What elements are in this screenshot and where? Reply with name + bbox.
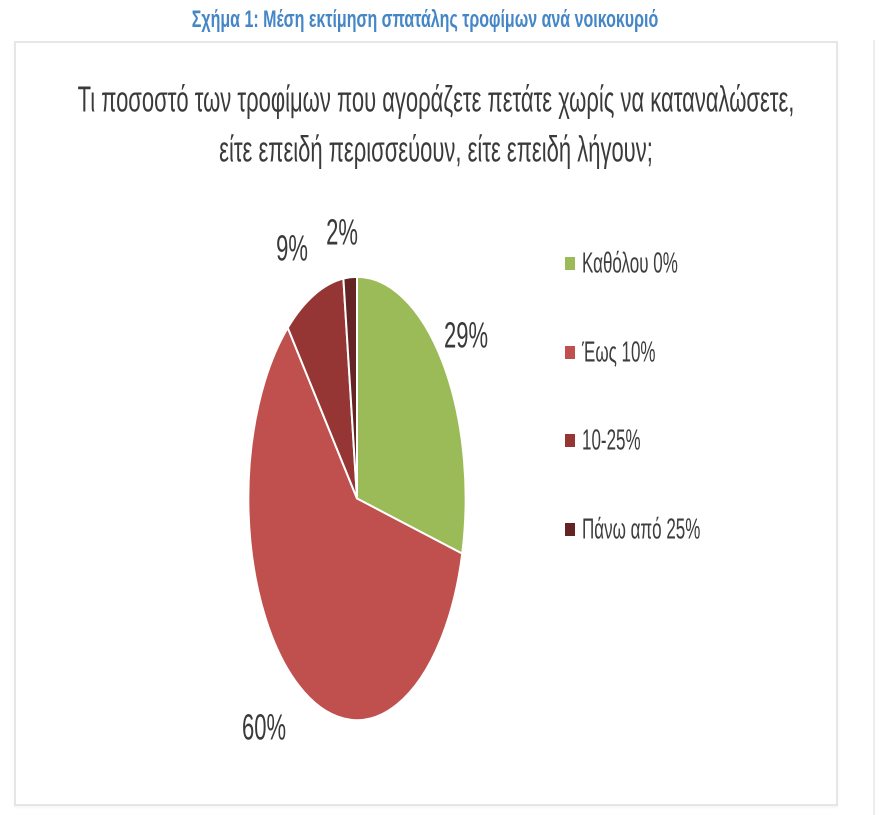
pie-slice-3 <box>343 277 357 499</box>
pie-label-60: 60% <box>241 706 287 748</box>
legend-swatch-green <box>565 257 575 270</box>
chart-title-line1: Τι ποσοστό των τροφίμων που αγοράζετε πε… <box>77 78 795 120</box>
pie-label-29: 29% <box>443 314 489 356</box>
legend-label-pano25: Πάνω από 25% <box>582 513 701 546</box>
pie-label-9: 9% <box>276 227 308 269</box>
pie-chart <box>245 270 469 727</box>
legend-label-10-25: 10-25% <box>582 424 641 457</box>
legend-swatch-red <box>565 346 575 359</box>
pie-slice-0 <box>357 277 466 554</box>
figure-caption: Σχήμα 1: Μέση εκτίμηση σπατάλης τροφίμων… <box>191 7 659 34</box>
pie-slice-2 <box>288 279 357 499</box>
pie-label-2: 2% <box>326 211 358 253</box>
legend-label-eos10: Έως 10% <box>582 336 656 369</box>
pie-slice-1 <box>248 328 462 720</box>
page-edge-divider <box>873 40 875 815</box>
legend-label-katholoy: Καθόλου 0% <box>582 247 678 280</box>
chart-title-line2: είτε επειδή περισσεύουν, είτε επειδή λήγ… <box>219 128 653 170</box>
legend-swatch-darkred <box>565 434 575 447</box>
legend-swatch-darkest <box>565 523 575 536</box>
